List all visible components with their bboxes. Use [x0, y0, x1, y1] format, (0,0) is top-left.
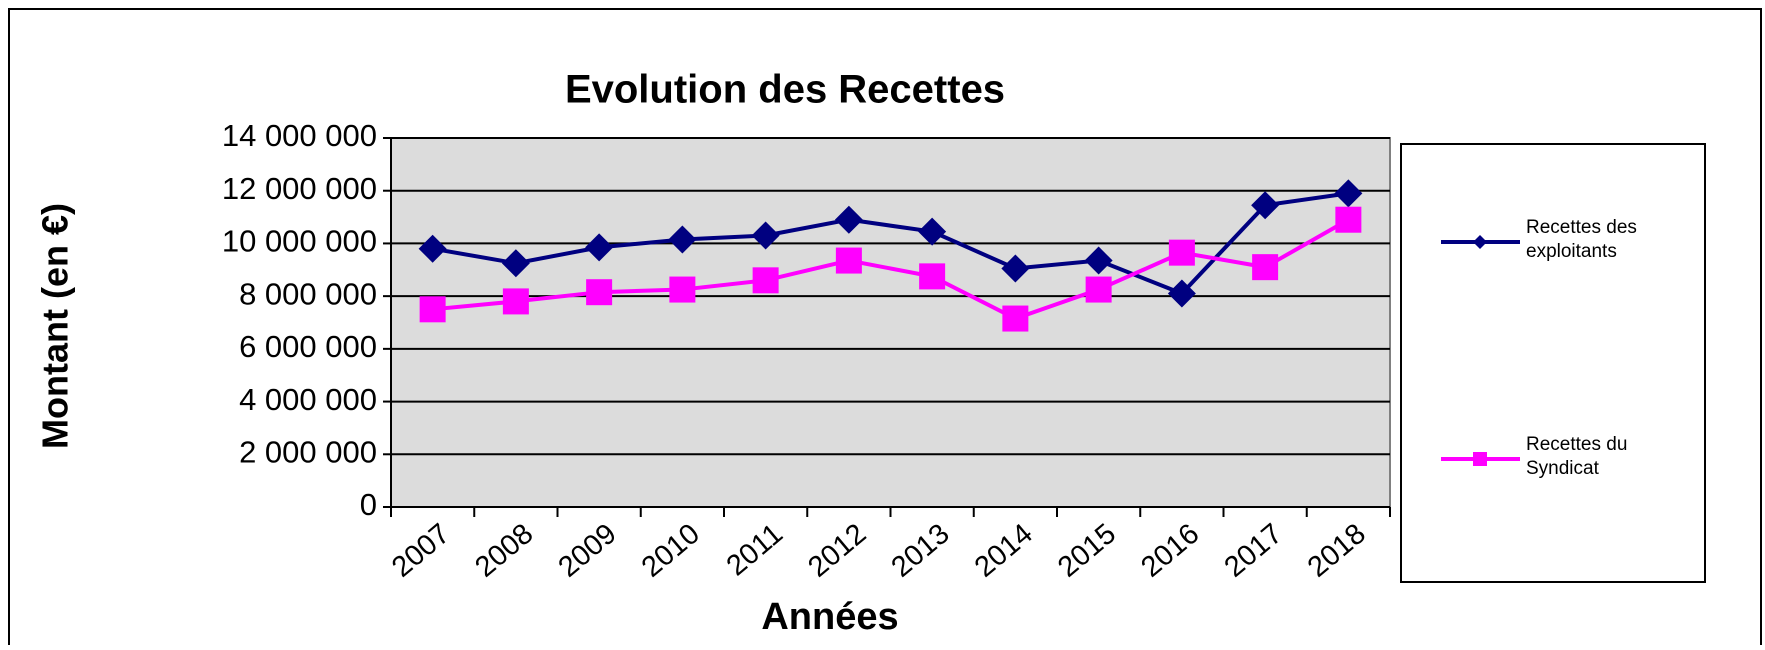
- marker: [1168, 239, 1195, 266]
- marker: [419, 296, 446, 323]
- marker: [918, 217, 947, 246]
- series-line: [432, 191, 1349, 296]
- legend-box: [1400, 143, 1706, 583]
- marker: [1085, 276, 1112, 303]
- series-line: [432, 217, 1350, 321]
- marker: [1002, 305, 1029, 332]
- marker: [501, 249, 530, 278]
- marker: [1084, 246, 1113, 275]
- legend-entry: Recettes des exploitants: [1526, 217, 1637, 262]
- marker: [1167, 279, 1196, 308]
- marker: [418, 234, 447, 263]
- marker: [752, 267, 779, 294]
- y-tick-label: 10 000 000: [222, 224, 377, 259]
- y-tick-label: 6 000 000: [239, 329, 377, 364]
- legend-entry: Recettes du Syndicat: [1526, 434, 1628, 479]
- x-axis-title: Années: [761, 596, 898, 638]
- legend-marker: [1473, 235, 1487, 249]
- marker: [1251, 191, 1280, 220]
- marker: [586, 279, 613, 306]
- marker: [834, 205, 863, 234]
- y-tick-label: 4 000 000: [239, 382, 377, 417]
- marker: [1335, 206, 1362, 233]
- legend-marker: [1473, 452, 1487, 466]
- marker: [1334, 179, 1363, 208]
- y-tick-label: 14 000 000: [222, 118, 377, 153]
- y-tick-label: 0: [360, 487, 377, 522]
- y-tick-label: 8 000 000: [239, 276, 377, 311]
- marker: [668, 225, 697, 254]
- chart-title: Evolution des Recettes: [565, 68, 1005, 112]
- legend-label: Recettes des exploitants: [1526, 217, 1637, 262]
- marker: [919, 263, 946, 290]
- legend-label: Recettes du Syndicat: [1526, 434, 1628, 479]
- marker: [669, 276, 696, 303]
- marker: [835, 247, 862, 274]
- marker: [751, 221, 780, 250]
- marker: [585, 233, 614, 262]
- y-tick-label: 2 000 000: [239, 434, 377, 469]
- plot-area: [390, 137, 1391, 508]
- marker: [1001, 254, 1030, 283]
- marker: [1252, 254, 1279, 281]
- y-tick-label: 12 000 000: [222, 171, 377, 206]
- y-axis-title: Montant (en €): [35, 203, 76, 449]
- marker: [502, 288, 529, 315]
